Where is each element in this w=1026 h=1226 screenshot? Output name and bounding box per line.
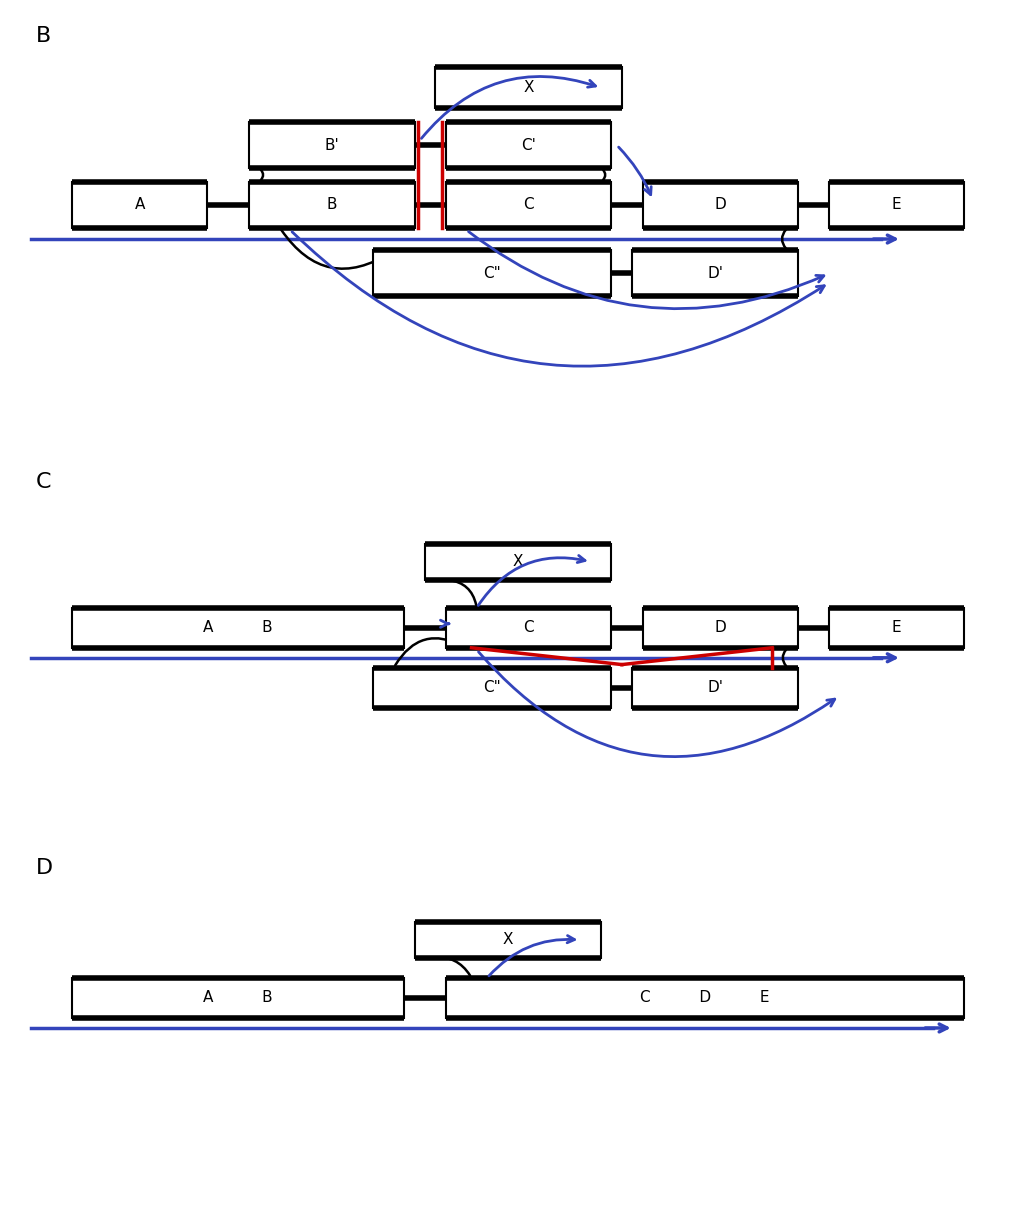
Bar [642, 181, 798, 228]
Text: A          B: A B [203, 991, 273, 1005]
Text: D': D' [707, 266, 723, 281]
Text: D: D [714, 197, 726, 212]
Text: D: D [36, 858, 53, 878]
Text: C": C" [483, 266, 501, 281]
Text: C          D          E: C D E [640, 991, 770, 1005]
Bar [445, 123, 611, 168]
Bar [373, 668, 611, 707]
Bar [445, 978, 964, 1018]
Text: B: B [36, 26, 51, 47]
Bar [415, 922, 601, 958]
Text: E: E [892, 197, 902, 212]
Text: E: E [892, 620, 902, 635]
Bar [445, 181, 611, 228]
Bar [632, 250, 798, 297]
Bar [829, 608, 964, 647]
Text: B: B [326, 197, 337, 212]
Text: C: C [523, 197, 534, 212]
Text: C: C [523, 620, 534, 635]
Text: B': B' [324, 137, 339, 152]
Bar [73, 181, 207, 228]
Bar [73, 978, 404, 1018]
Text: X: X [503, 933, 513, 948]
Bar [632, 668, 798, 707]
Text: C: C [36, 472, 51, 492]
Text: D': D' [707, 680, 723, 695]
Text: X: X [523, 81, 534, 96]
Text: D: D [714, 620, 726, 635]
Bar [248, 123, 415, 168]
Bar [642, 608, 798, 647]
Text: X: X [513, 554, 523, 569]
Bar [445, 608, 611, 647]
Text: C": C" [483, 680, 501, 695]
Text: A          B: A B [203, 620, 273, 635]
Bar [373, 250, 611, 297]
Text: A: A [134, 197, 145, 212]
Bar [73, 608, 404, 647]
Bar [829, 181, 964, 228]
Bar [248, 181, 415, 228]
Bar [425, 544, 611, 580]
Text: C': C' [521, 137, 536, 152]
Bar [435, 67, 622, 108]
